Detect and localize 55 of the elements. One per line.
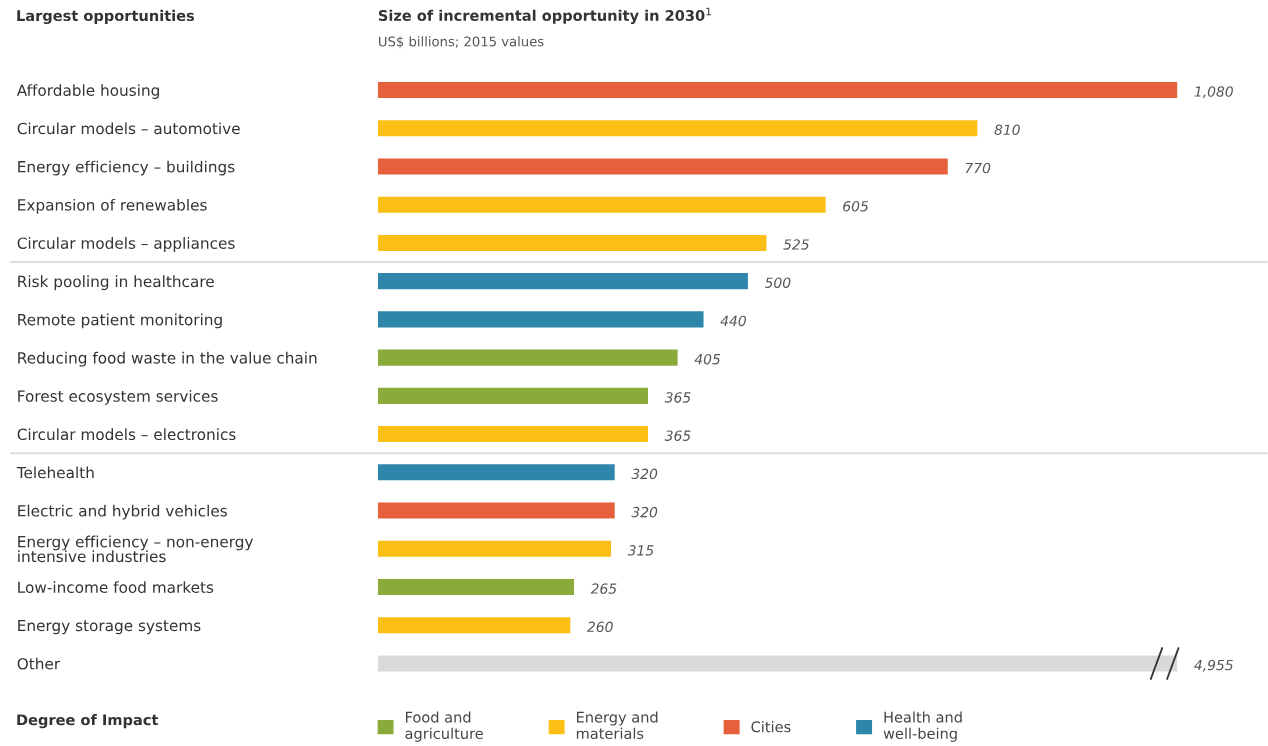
data-label: 810 [994,124,1020,136]
y-tick-label: Circular models – automotive [17,122,240,135]
bar [377,158,948,175]
bar [377,196,826,213]
y-tick-label: Affordable housing [16,84,159,99]
bar [377,387,649,404]
legend-label: Cities [751,721,791,733]
data-label: 365 [664,392,691,403]
data-label: 320 [631,506,658,518]
y-tick-label: Risk pooling in healthcare [18,275,214,291]
data-label: 315 [627,545,654,556]
bar [377,502,615,519]
bar [377,273,748,290]
legend-label: Health and well-being [883,711,962,742]
data-label: 4,955 [1194,659,1233,672]
data-label: 265 [590,583,617,594]
chart-subtitle: US$ billions; 2015 values [379,36,544,49]
y-tick-label: Telehealth [16,466,94,479]
y-tick-label: Circular models – electronics [17,428,236,441]
data-label: 1,080 [1194,86,1233,99]
data-label: 365 [664,430,691,441]
data-label: 405 [694,353,721,365]
y-tick-label: Other [17,657,61,670]
data-label: 770 [965,162,991,174]
bar [377,540,611,557]
legend-title: Degree of Impact [17,714,159,729]
data-label: 500 [764,277,791,288]
bar [377,349,678,366]
data-label: 320 [631,468,658,480]
bar [377,120,978,137]
y-tick-label: Remote patient monitoring [18,313,222,329]
y-tick-label: Expansion of renewables [18,198,207,214]
bar [377,311,704,328]
bar [377,617,571,634]
legend-label: Energy and materials [576,711,658,739]
y-tick-label: Circular models – appliances [17,237,235,252]
y-tick-label: Energy storage systems [18,619,201,635]
bar [377,81,1178,99]
y-tick-label: Energy efficiency – buildings [18,160,235,176]
y-tick-label: Low-income food markets [18,581,214,594]
legend-label: Food and agriculture [405,711,483,742]
chart-title: Size of incremental opportunity in 2030$^{1}$ [378,7,711,24]
bar [377,578,574,596]
y-tick-label: Forest ecosystem services [18,390,218,405]
y-tick-label: Electric and hybrid vehicles [18,504,227,520]
data-label: 440 [720,315,746,327]
y-axis-title: Largest opportunities [17,9,195,25]
data-label: 525 [783,239,809,250]
data-label: 260 [587,621,613,633]
bar [377,464,615,481]
bar [377,234,767,251]
data-label: 605 [843,200,869,212]
bar [377,426,649,443]
y-tick-label: Energy efficiency – non-energy intensive industries [18,535,254,563]
y-tick-label: Reducing food waste in the value chain [18,351,317,367]
